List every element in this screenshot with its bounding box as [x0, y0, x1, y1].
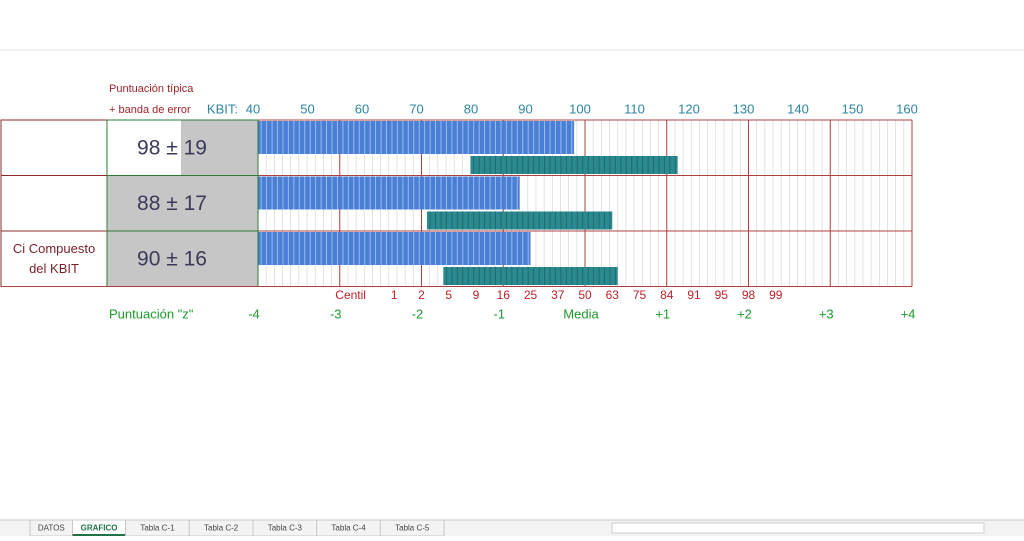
centil-value: 9 [473, 288, 480, 302]
centil-value: 63 [606, 288, 620, 302]
x-tick-label: 100 [569, 101, 591, 116]
z-tick-label: +2 [737, 306, 752, 321]
z-tick-label: -4 [248, 306, 260, 321]
z-tick-label: -2 [412, 306, 424, 321]
score-label: 90 ± 16 [137, 247, 207, 270]
sheet-tab-label[interactable]: GRAFICO [81, 524, 118, 533]
centil-value: 98 [742, 288, 756, 302]
x-tick-label: 60 [355, 101, 369, 116]
z-tick-label: -1 [493, 306, 505, 321]
z-tick-label: +4 [901, 306, 916, 321]
scrollbar[interactable] [611, 522, 985, 534]
score-shade [107, 231, 258, 286]
z-tick-label: +3 [819, 306, 834, 321]
error-band [426, 211, 613, 230]
x-tick-label: 160 [896, 101, 918, 116]
x-tick-label: 140 [787, 101, 809, 116]
name-cell [0, 175, 108, 232]
sheet-tab-label[interactable]: Tabla C-4 [331, 524, 366, 533]
error-band [470, 156, 678, 174]
x-tick-label: 50 [300, 101, 314, 116]
centil-value: 16 [497, 288, 511, 302]
sheet-tab-label[interactable]: Tabla C-2 [204, 524, 239, 533]
name-cell [0, 230, 108, 287]
centil-value: 50 [578, 288, 592, 302]
error-band [443, 267, 618, 285]
centil-value: 25 [524, 288, 538, 302]
centil-value: 95 [715, 288, 729, 302]
x-tick-label: 120 [678, 101, 700, 116]
score-label: 88 ± 17 [137, 192, 207, 215]
score-label: 98 ± 19 [137, 136, 207, 159]
sheet-tab-label[interactable]: Tabla C-3 [268, 524, 303, 533]
x-tick-label: 70 [409, 101, 423, 116]
x-tick-label: 40 [246, 101, 260, 116]
x-tick-label: 130 [733, 101, 755, 116]
centil-value: 5 [445, 288, 452, 302]
score-shade [107, 176, 258, 231]
x-tick-label: 110 [624, 101, 645, 116]
sheet-tab-label[interactable]: Tabla C-1 [140, 524, 175, 533]
x-tick-label: 90 [518, 101, 532, 116]
centil-value: 99 [769, 288, 783, 302]
name-cell [0, 119, 108, 176]
header-text: Puntuación típica [109, 83, 194, 95]
centil-value: 2 [418, 288, 425, 302]
centil-value: 91 [687, 288, 701, 302]
row-name: Ci Compuesto del KBIT [13, 241, 95, 276]
centil-value: 37 [551, 288, 565, 302]
score-bar [258, 176, 520, 210]
z-tick-label: -3 [330, 306, 342, 321]
scale-label: KBIT: [207, 101, 238, 116]
centil-label: Centil [335, 288, 366, 302]
x-tick-label: 80 [464, 101, 478, 116]
centil-value: 75 [633, 288, 647, 302]
score-shade [181, 120, 258, 175]
header-text: + banda de error [109, 104, 191, 116]
x-tick-label: 150 [842, 101, 864, 116]
z-tick-label: +1 [655, 306, 670, 321]
z-label: Puntuación "z" [109, 306, 194, 321]
score-bar [258, 232, 531, 265]
z-tick-label: Media [563, 306, 599, 321]
sheet-tab-label[interactable]: DATOS [38, 524, 65, 533]
score-bar [258, 121, 575, 154]
sheet-tab-label[interactable]: Tabla C-5 [395, 524, 430, 533]
centil-value: 84 [660, 288, 674, 302]
centil-value: 1 [391, 288, 398, 302]
